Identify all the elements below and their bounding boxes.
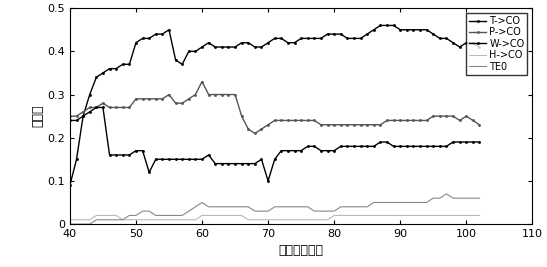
- P->CO: [364, 123, 370, 126]
- TE0: [258, 210, 265, 213]
- T->CO: [377, 24, 383, 27]
- P->CO: [476, 123, 483, 126]
- T->CO: [469, 41, 476, 44]
- W->CO: [93, 106, 100, 109]
- Line: T->CO: T->CO: [69, 24, 480, 186]
- Legend: T->CO, P->CO, W->CO, H->CO, TE0: T->CO, P->CO, W->CO, H->CO, TE0: [466, 13, 527, 75]
- Line: W->CO: W->CO: [69, 107, 480, 182]
- P->CO: [252, 132, 258, 135]
- W->CO: [469, 140, 476, 144]
- T->CO: [351, 37, 357, 40]
- W->CO: [284, 149, 291, 152]
- T->CO: [271, 37, 278, 40]
- TE0: [67, 222, 73, 226]
- TE0: [271, 205, 278, 209]
- P->CO: [284, 119, 291, 122]
- H->CO: [67, 218, 73, 221]
- W->CO: [271, 158, 278, 161]
- P->CO: [179, 101, 185, 105]
- W->CO: [476, 140, 483, 144]
- P->CO: [199, 80, 205, 83]
- W->CO: [199, 158, 205, 161]
- W->CO: [185, 158, 192, 161]
- T->CO: [476, 45, 483, 49]
- TE0: [351, 205, 357, 209]
- H->CO: [265, 218, 271, 221]
- Line: TE0: TE0: [70, 194, 480, 224]
- Y-axis label: 传递熵: 传递熵: [32, 105, 44, 127]
- Line: P->CO: P->CO: [69, 81, 480, 135]
- TE0: [179, 214, 185, 217]
- W->CO: [364, 145, 370, 148]
- W->CO: [67, 119, 73, 122]
- Line: H->CO: H->CO: [70, 215, 480, 220]
- P->CO: [271, 119, 278, 122]
- H->CO: [476, 214, 483, 217]
- TE0: [192, 205, 199, 209]
- W->CO: [265, 179, 271, 183]
- T->CO: [192, 50, 199, 53]
- P->CO: [67, 115, 73, 118]
- H->CO: [199, 214, 205, 217]
- P->CO: [192, 93, 199, 96]
- H->CO: [93, 214, 100, 217]
- H->CO: [357, 214, 364, 217]
- H->CO: [185, 218, 192, 221]
- T->CO: [258, 45, 265, 49]
- T->CO: [179, 63, 185, 66]
- TE0: [476, 197, 483, 200]
- H->CO: [278, 218, 284, 221]
- TE0: [469, 197, 476, 200]
- P->CO: [469, 119, 476, 122]
- T->CO: [67, 184, 73, 187]
- H->CO: [469, 214, 476, 217]
- X-axis label: 测试样本长度: 测试样本长度: [278, 245, 324, 257]
- TE0: [443, 192, 450, 195]
